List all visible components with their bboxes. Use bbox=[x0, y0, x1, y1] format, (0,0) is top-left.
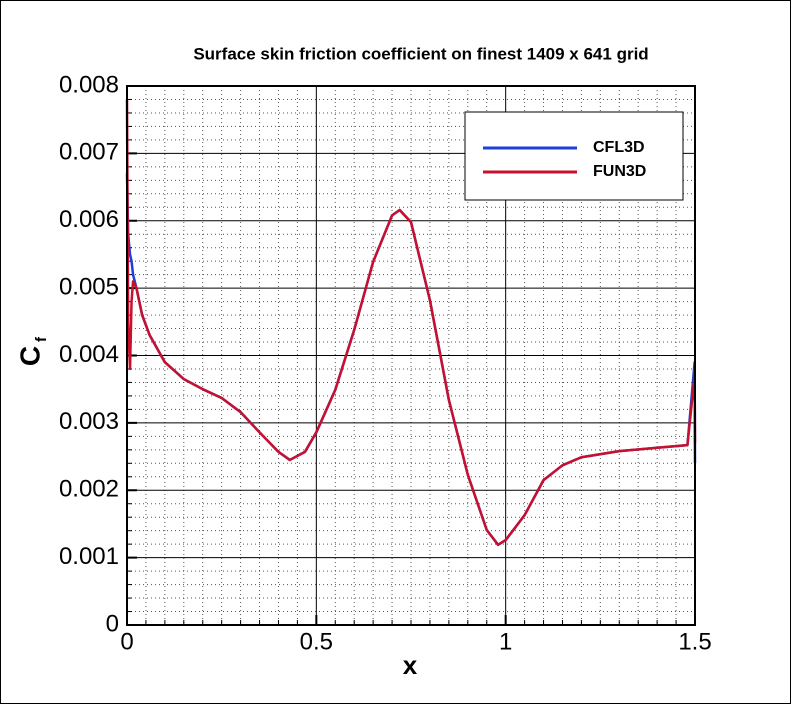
y-tick-label: 0.002 bbox=[59, 476, 119, 503]
y-tick-label: 0.008 bbox=[59, 71, 119, 98]
data-line bbox=[125, 99, 697, 547]
x-tick-label: 0 bbox=[120, 628, 133, 655]
y-tick-label: 0.007 bbox=[59, 139, 119, 166]
chart-title: Surface skin friction coefficient on fin… bbox=[193, 44, 648, 63]
y-axis-label-sub: f bbox=[33, 336, 50, 342]
plot-frame bbox=[126, 85, 696, 626]
legend-label: CFL3D bbox=[593, 139, 645, 156]
x-tick-label: 0.5 bbox=[300, 628, 333, 655]
y-tick-label: 0.006 bbox=[59, 206, 119, 233]
y-tick-label: 0.005 bbox=[59, 273, 119, 300]
y-tick-label: 0 bbox=[106, 610, 119, 637]
x-tick-label: 1 bbox=[499, 628, 512, 655]
legend-box bbox=[464, 111, 684, 201]
y-tick-label: 0.003 bbox=[59, 408, 119, 435]
x-tick-label: 1.5 bbox=[678, 628, 711, 655]
y-axis-label-group: C f bbox=[14, 336, 50, 366]
y-tick-label: 0.004 bbox=[59, 341, 119, 368]
y-tick-label: 0.001 bbox=[59, 543, 119, 570]
y-axis-label: C bbox=[14, 346, 45, 366]
legend-label: FUN3D bbox=[593, 163, 646, 180]
x-axis-label: x bbox=[403, 650, 418, 680]
